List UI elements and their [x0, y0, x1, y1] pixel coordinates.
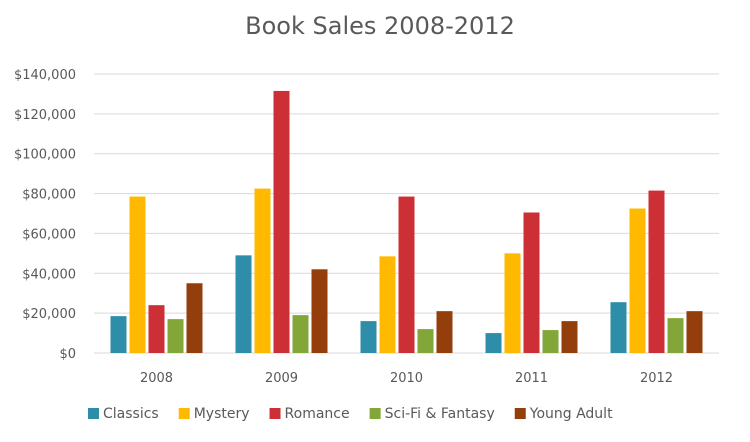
bar-romance-2011 — [523, 212, 540, 353]
bar-mystery-2011 — [504, 253, 521, 353]
bar-sci-fi-fantasy-2012 — [667, 318, 684, 353]
legend-swatch — [178, 408, 190, 419]
x-tick-label: 2012 — [640, 371, 673, 386]
legend: Classics Mystery Romance Sci-Fi & Fantasy Yo… — [88, 406, 613, 422]
x-tick-label: 2009 — [265, 371, 298, 386]
bar-mystery-2012 — [629, 208, 646, 353]
y-tick-label: $80,000 — [22, 188, 76, 203]
bar-classics-2011 — [485, 333, 502, 353]
bar-sci-fi-fantasy-2011 — [542, 330, 559, 353]
y-tick-label: $140,000 — [14, 68, 76, 83]
bar-young-adult-2008 — [186, 283, 203, 353]
bar-romance-2009 — [273, 90, 290, 354]
bar-sci-fi-fantasy-2008 — [167, 319, 184, 353]
bar-romance-2010 — [398, 196, 415, 353]
x-tick-label: 2010 — [390, 371, 423, 386]
y-tick-label: $60,000 — [22, 227, 76, 242]
y-tick-label: $0 — [59, 347, 76, 362]
bar-mystery-2009 — [254, 188, 271, 353]
bar-young-adult-2009 — [311, 269, 328, 353]
legend-swatch — [88, 408, 99, 419]
legend-swatch — [369, 408, 381, 419]
legend-swatch — [514, 408, 526, 419]
bar-classics-2009 — [235, 255, 252, 353]
legend-label: Romance — [285, 406, 350, 422]
bar-sci-fi-fantasy-2009 — [292, 315, 309, 353]
bar-young-adult-2010 — [436, 311, 453, 353]
bar-classics-2010 — [360, 321, 377, 353]
legend-swatch — [269, 408, 281, 419]
legend-label: Sci-Fi & Fantasy — [385, 406, 495, 422]
y-tick-label: $40,000 — [22, 267, 76, 282]
bar-romance-2012 — [648, 190, 665, 353]
bar-series-group — [110, 90, 703, 354]
bar-young-adult-2012 — [686, 311, 703, 353]
x-tick-label: 2008 — [140, 371, 173, 386]
x-axis-tick-labels: 2008 2009 2010 2011 2012 — [140, 371, 673, 386]
bar-romance-2008 — [148, 305, 165, 353]
legend-label: Classics — [103, 406, 159, 422]
bar-classics-2008 — [110, 316, 127, 353]
bar-young-adult-2011 — [561, 321, 578, 353]
y-tick-label: $120,000 — [14, 108, 76, 123]
chart-title: Book Sales 2008-2012 — [245, 12, 515, 40]
bar-sci-fi-fantasy-2010 — [417, 329, 434, 353]
bar-classics-2012 — [610, 302, 627, 353]
x-tick-label: 2011 — [515, 371, 548, 386]
y-tick-label: $20,000 — [22, 307, 76, 322]
y-axis-tick-labels: $0 $20,000 $40,000 $60,000 $80,000 $100,000 $1… — [14, 68, 76, 362]
y-tick-label: $100,000 — [14, 148, 76, 163]
legend-label: Mystery — [194, 406, 250, 422]
legend-label: Young Adult — [529, 406, 613, 422]
bar-mystery-2008 — [129, 196, 146, 353]
bar-mystery-2010 — [379, 256, 396, 353]
